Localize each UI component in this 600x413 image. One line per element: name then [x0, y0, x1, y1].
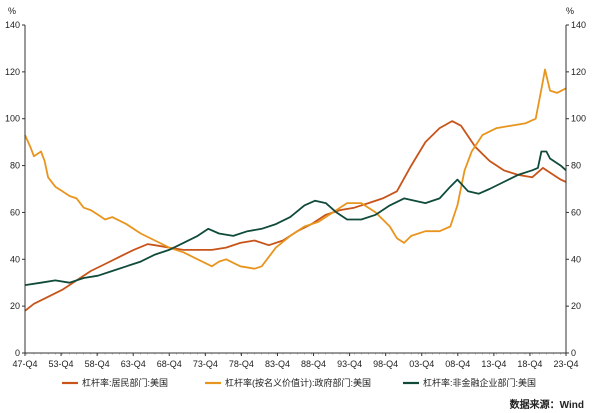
legend-label-2: 杠杆率(按名义价值计):政府部门:美国 [225, 377, 371, 388]
y-tick-label-left: 100 [5, 114, 20, 124]
x-tick-label: 53-Q4 [49, 359, 74, 369]
x-tick-label: 88-Q4 [301, 359, 326, 369]
y-tick-label-left: 80 [10, 161, 20, 171]
y-axis-unit-right: % [566, 6, 574, 16]
x-tick-label: 78-Q4 [229, 359, 254, 369]
legend: 杠杆率:居民部门:美国 杠杆率(按名义价值计):政府部门:美国 杠杆率:非金融企业部… [62, 377, 536, 388]
y-tick-label-right: 80 [571, 161, 581, 171]
x-tick-label: 18-Q4 [517, 359, 542, 369]
x-tick-label: 93-Q4 [337, 359, 362, 369]
legend-label-3: 杠杆率:非金融企业部门:美国 [423, 377, 536, 388]
y-tick-label-right: 60 [571, 207, 581, 217]
plot-area [24, 68, 567, 312]
x-tick-label: 47-Q4 [12, 359, 37, 369]
x-tick-label: 68-Q4 [157, 359, 182, 369]
y-tick-label-left: 120 [5, 67, 20, 77]
series-line-2 [24, 68, 567, 270]
axes: 0 0 20 20 40 40 60 60 80 80 100 100 120 120 140 140 47-Q… [5, 20, 586, 369]
x-tick-label: 83-Q4 [265, 359, 290, 369]
x-tick-label: 08-Q4 [445, 359, 470, 369]
y-axis-unit-left: % [8, 6, 16, 16]
y-tick-label-left: 0 [15, 348, 20, 358]
x-tick-label: 03-Q4 [409, 359, 434, 369]
y-tick-label-right: 120 [571, 67, 586, 77]
y-tick-label-left: 20 [10, 301, 20, 311]
y-tick-label-left: 140 [5, 20, 20, 30]
y-tick-label-right: 40 [571, 254, 581, 264]
legend-label-1: 杠杆率:居民部门:美国 [82, 377, 168, 388]
y-tick-label-right: 20 [571, 301, 581, 311]
y-tick-label-left: 60 [10, 207, 20, 217]
series-line-3 [24, 150, 567, 286]
y-tick-label-right: 100 [571, 114, 586, 124]
x-tick-label: 63-Q4 [121, 359, 146, 369]
series-line-1 [24, 120, 567, 312]
y-tick-label-right: 0 [571, 348, 576, 358]
x-tick-label: 13-Q4 [481, 359, 506, 369]
x-tick-label: 23-Q4 [553, 359, 578, 369]
y-tick-label-left: 40 [10, 254, 20, 264]
x-tick-label: 98-Q4 [373, 359, 398, 369]
x-tick-label: 58-Q4 [85, 359, 110, 369]
x-tick-label: 73-Q4 [193, 359, 218, 369]
y-tick-label-right: 140 [571, 20, 586, 30]
data-source: 数据来源：Wind [510, 398, 584, 411]
